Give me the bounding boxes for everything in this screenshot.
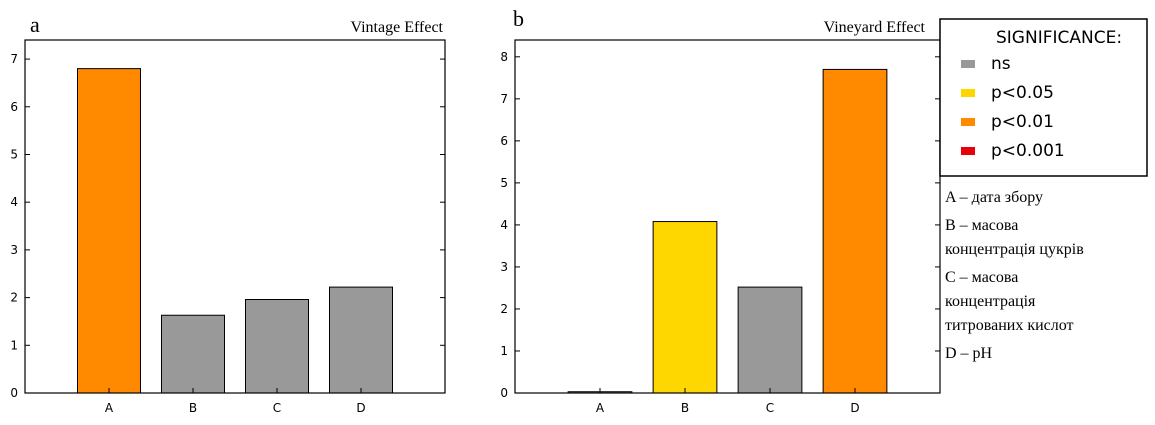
y-tick-label-1-5: 5 <box>500 176 508 190</box>
bar-1-C <box>737 286 803 394</box>
y-tick-label-1-2: 2 <box>500 302 508 316</box>
x-tick-label-1-C: C <box>766 401 774 415</box>
y-tick-label-0-5: 5 <box>10 147 18 161</box>
bar-0-D <box>329 286 393 394</box>
legend-title: SIGNIFICANCE: <box>996 28 1122 48</box>
panel-a-title: Vintage Effect <box>351 19 444 36</box>
note-C-line-0: C – масова <box>945 269 1018 286</box>
x-tick-label-1-B: B <box>681 401 689 415</box>
y-tick-label-0-3: 3 <box>10 243 18 257</box>
legend-swatch-p<0.01 <box>961 118 975 126</box>
plot-frame-1 <box>514 39 941 394</box>
note-A-line-0: A – дата збору <box>945 189 1043 206</box>
x-tick-label-0-B: B <box>189 401 197 415</box>
bar-1-D <box>822 68 888 394</box>
note-B-line-1: концентрація цукрів <box>945 241 1084 258</box>
x-tick-label-0-C: C <box>273 401 281 415</box>
plot-vineyard: A B C D 0 1 2 3 4 5 6 7 8 <box>500 39 941 415</box>
x-tick-label-1-D: D <box>850 401 859 415</box>
y-tick-label-1-8: 8 <box>500 50 508 64</box>
y-tick-label-1-7: 7 <box>500 92 508 106</box>
panel-b-letter: b <box>513 6 524 31</box>
y-tick-label-1-1: 1 <box>500 344 508 358</box>
legend-swatch-p<0.001 <box>961 147 975 155</box>
y-tick-label-1-0: 0 <box>500 386 508 400</box>
y-tick-label-1-4: 4 <box>500 218 508 232</box>
y-tick-label-0-7: 7 <box>10 52 18 66</box>
legend-label: ns <box>991 54 1011 74</box>
note-B-line-0: B – масова <box>945 217 1018 234</box>
plot-vintage: A B C D 0 1 2 3 4 5 6 7 <box>10 39 446 415</box>
bar-1-B <box>652 221 718 394</box>
bar-0-A <box>77 68 141 394</box>
panel-b-title: Vineyard Effect <box>824 19 926 36</box>
bar-0-C <box>245 299 309 394</box>
y-tick-label-0-4: 4 <box>10 195 18 209</box>
y-tick-label-0-1: 1 <box>10 338 18 352</box>
note-C-line-1: концентрація <box>945 293 1036 310</box>
legend-swatch-p<0.05 <box>961 89 975 97</box>
y-tick-label-1-3: 3 <box>500 260 508 274</box>
x-tick-label-0-D: D <box>356 401 365 415</box>
panel-a-letter: a <box>30 12 40 37</box>
y-tick-label-0-0: 0 <box>10 386 18 400</box>
y-tick-label-0-2: 2 <box>10 291 18 305</box>
note-D-line-0: D – pH <box>945 345 993 362</box>
bar-0-B <box>161 314 225 394</box>
x-tick-label-0-A: A <box>105 401 114 415</box>
y-tick-label-0-6: 6 <box>10 100 18 114</box>
category-notes: A – дата збору B – масова концентрація цук… <box>945 189 1084 362</box>
legend: SIGNIFICANCE: ns p<0.05 p<0.01 p<0.001 <box>939 18 1148 177</box>
plot-frame-0 <box>24 39 446 394</box>
note-C-line-2: титрованих кислот <box>945 317 1074 334</box>
legend-label: p<0.01 <box>991 112 1054 132</box>
legend-swatch-ns <box>961 60 975 68</box>
legend-label: p<0.001 <box>991 141 1065 161</box>
x-tick-label-1-A: A <box>596 401 605 415</box>
y-tick-label-1-6: 6 <box>500 134 508 148</box>
legend-label: p<0.05 <box>991 83 1054 103</box>
